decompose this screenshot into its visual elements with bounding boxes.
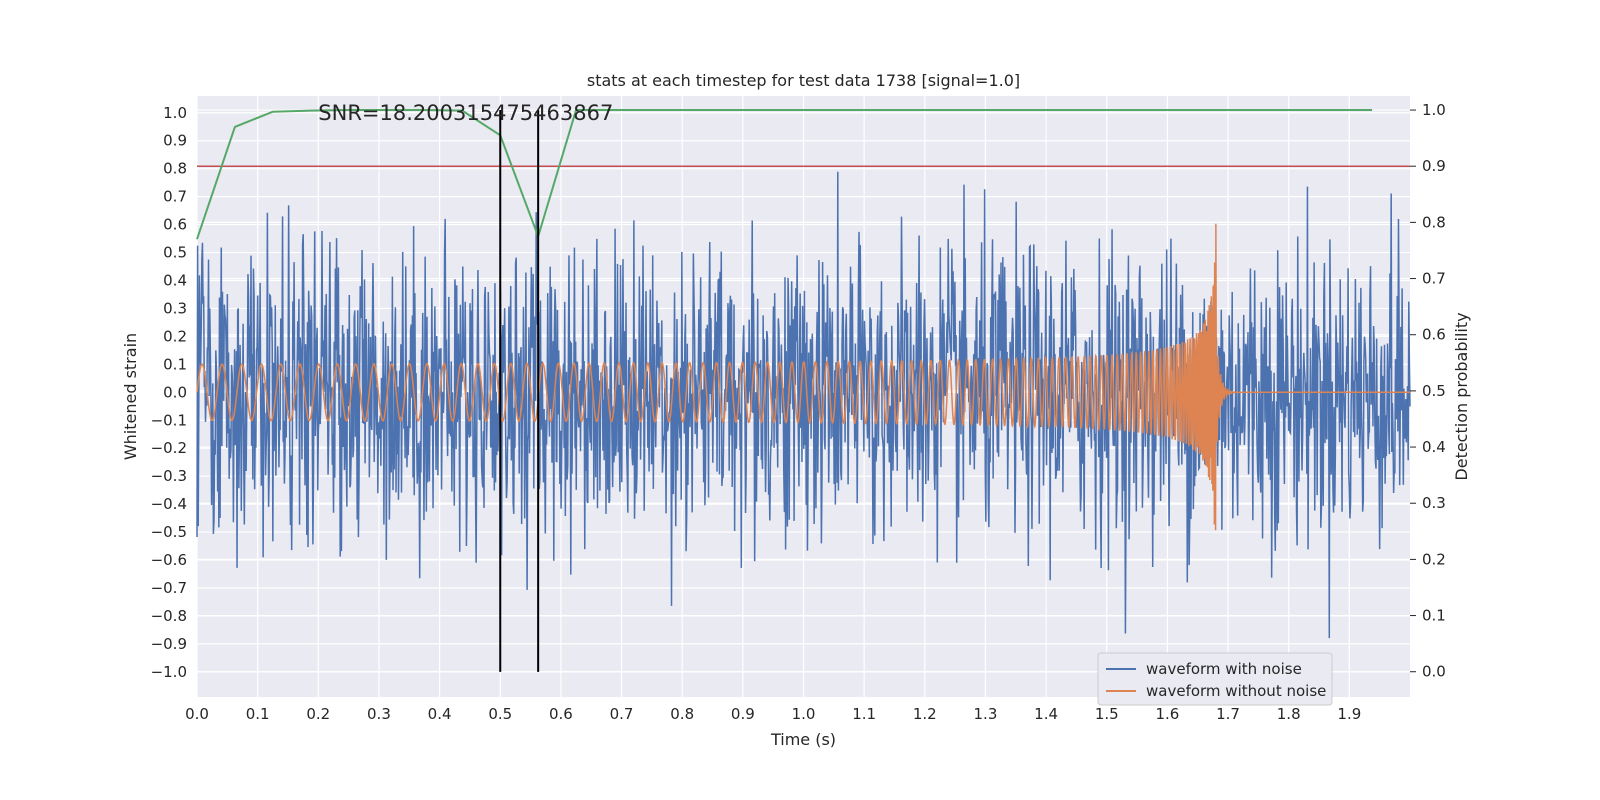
- x-tick-label: 1.8: [1277, 705, 1301, 723]
- x-tick-label: 1.9: [1337, 705, 1361, 723]
- x-tick-label: 0.0: [185, 705, 209, 723]
- chart-title: stats at each timestep for test data 173…: [587, 71, 1020, 90]
- y-right-tick-label: 0.1: [1422, 607, 1446, 625]
- y-left-tick-label: −0.8: [151, 607, 187, 625]
- y-left-tick-label: 0.8: [163, 160, 187, 178]
- y-left-tick-label: 0.7: [163, 188, 187, 206]
- x-tick-label: 0.9: [731, 705, 755, 723]
- y-left-tick-label: −0.3: [151, 467, 187, 485]
- y-right-tick-label: 0.6: [1422, 326, 1446, 344]
- y-right-tick-label: 0.0: [1422, 663, 1446, 681]
- y-left-tick-label: −0.9: [151, 635, 187, 653]
- legend-label-noise: waveform with noise: [1146, 660, 1302, 678]
- y-left-tick-label: 0.4: [163, 271, 187, 289]
- y-left-tick-label: 0.1: [163, 355, 187, 373]
- y-left-tick-label: −0.4: [151, 495, 187, 513]
- detection-probability-line: [196, 109, 1373, 240]
- x-tick-label: 0.6: [549, 705, 573, 723]
- y-right-tick-label: 0.7: [1422, 270, 1446, 288]
- y-right-tick-label: 0.5: [1422, 382, 1446, 400]
- y-left-tick-label: −0.6: [151, 551, 187, 569]
- x-tick-label: 0.8: [670, 705, 694, 723]
- legend-label-clean: waveform without noise: [1146, 682, 1326, 700]
- y-left-tick-label: −0.2: [151, 439, 187, 457]
- y-left-tick-label: 0.2: [163, 327, 187, 345]
- y-left-tick-label: 0.3: [163, 299, 187, 317]
- y-left-tick-label: −1.0: [151, 663, 187, 681]
- snr-annotation: SNR=18.200315475463867: [318, 101, 613, 125]
- clean-waveform-line: [196, 223, 1410, 531]
- y-left-tick-label: −0.7: [151, 579, 187, 597]
- y-left-tick-label: −0.5: [151, 523, 187, 541]
- y-left-tick-label: 1.0: [163, 104, 187, 122]
- y-left-tick-label: 0.6: [163, 216, 187, 234]
- y-left-tick-label: 0.0: [163, 383, 187, 401]
- x-tick-label: 0.7: [610, 705, 634, 723]
- y-axis-label-right: Detection probability: [1452, 312, 1471, 480]
- x-tick-label: 0.4: [428, 705, 452, 723]
- y-right-tick-label: 0.3: [1422, 494, 1446, 512]
- traces: [196, 109, 1411, 672]
- y-right-tick-label: 0.4: [1422, 438, 1446, 456]
- x-tick-label: 0.2: [306, 705, 330, 723]
- legend: waveform with noise waveform without noi…: [1097, 652, 1333, 706]
- x-tick-label: 1.2: [913, 705, 937, 723]
- y-left-tick-label: 0.9: [163, 132, 187, 150]
- ticks: 0.0 0.1 0.2 0.3 0.4 0.5 0.6 0.7 0.8 0.9 1.0 1.1 1.2 1…: [151, 101, 1446, 723]
- legend-box: [1097, 652, 1333, 706]
- x-tick-label: 1.6: [1155, 705, 1179, 723]
- y-left-tick-label: −0.1: [151, 411, 187, 429]
- x-tick-label: 1.0: [792, 705, 816, 723]
- y-right-tick-label: 0.9: [1422, 157, 1446, 175]
- x-tick-label: 1.1: [852, 705, 876, 723]
- x-tick-label: 0.1: [246, 705, 270, 723]
- y-right-tick-label: 0.2: [1422, 550, 1446, 568]
- x-tick-label: 0.3: [367, 705, 391, 723]
- x-axis-label: Time (s): [770, 730, 836, 749]
- x-tick-label: 0.5: [488, 705, 512, 723]
- y-left-tick-label: 0.5: [163, 244, 187, 262]
- y-right-tick-label: 0.8: [1422, 213, 1446, 231]
- x-tick-label: 1.4: [1034, 705, 1058, 723]
- x-tick-label: 1.7: [1216, 705, 1240, 723]
- x-tick-label: 1.3: [974, 705, 998, 723]
- y-right-tick-label: 1.0: [1422, 101, 1446, 119]
- x-tick-label: 1.5: [1095, 705, 1119, 723]
- y-axis-label-left: Whitened strain: [121, 333, 140, 460]
